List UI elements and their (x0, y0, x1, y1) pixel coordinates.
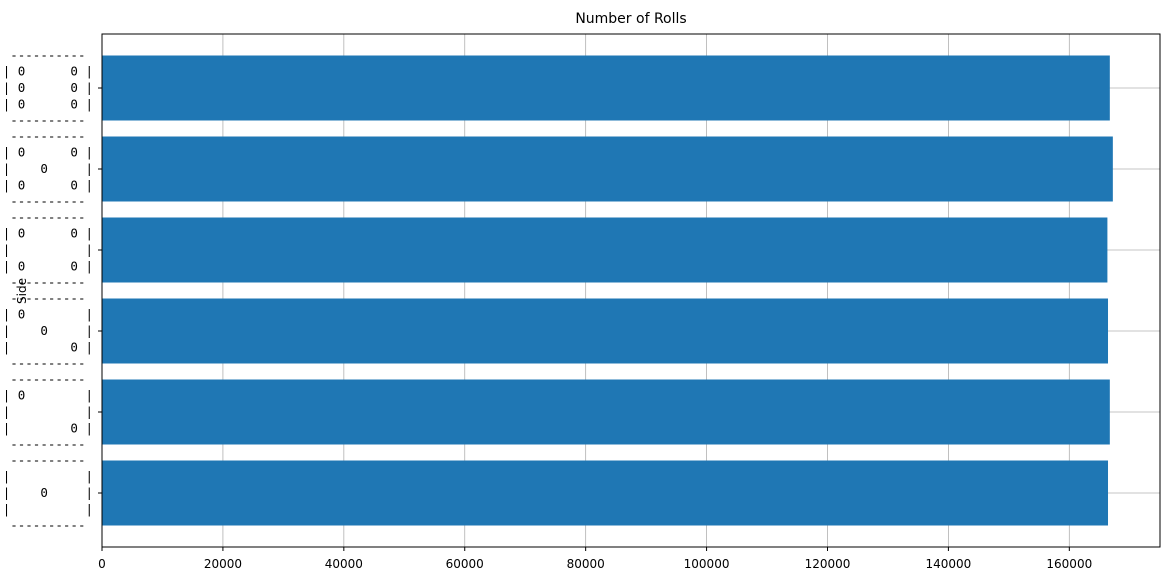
y-tick-label: ---------- | 0 | | 0 | | 0 | ---------- (3, 290, 93, 370)
y-tick-label: ---------- | 0 | | | | 0 | ---------- (3, 371, 93, 451)
y-tick-label-line: | 0 0 | (3, 226, 93, 241)
y-axis-label: Side (15, 278, 29, 304)
bar (102, 298, 1109, 364)
y-tick-label-line: | 0 0 | (3, 258, 93, 273)
y-tick-label: ---------- | | | 0 | | | ---------- (3, 452, 93, 532)
y-tick-label-line: | | (3, 469, 93, 484)
y-tick-label-line: ---------- (3, 128, 93, 143)
y-tick-label-line: ---------- (3, 518, 93, 533)
y-tick-label-line: | 0 0 | (3, 80, 93, 95)
x-tick-label: 20000 (204, 557, 242, 571)
bar (102, 460, 1109, 526)
y-tick-label-line: | 0 0 | (3, 64, 93, 79)
y-tick-label-line: ---------- (3, 452, 93, 467)
x-tick-label: 140000 (925, 557, 971, 571)
chart-title: Number of Rolls (575, 11, 686, 27)
axes-layer (101, 33, 1161, 548)
y-tick-label-line: ---------- (3, 356, 93, 371)
y-tick-label: ---------- | 0 0 | | | | 0 0 | ---------- (3, 209, 93, 289)
y-tick-label-line: ---------- (3, 437, 93, 452)
y-tick-label-line: ---------- (3, 47, 93, 62)
x-tick-label: 160000 (1046, 557, 1092, 571)
bars-layer (102, 55, 1113, 526)
x-tick-label: 60000 (446, 557, 484, 571)
y-tick-label-line: | 0 | (3, 307, 93, 322)
ticks-layer: 0 20000 40000 60000 80000 100000 120000 140000 1… (98, 87, 1092, 571)
y-tick-label-line: ---------- (3, 290, 93, 305)
plot-frame (101, 33, 1161, 548)
category-labels: ---------- | | | 0 | | | ---------- ------… (3, 47, 93, 532)
y-tick-label-line: | 0 | (3, 161, 93, 176)
y-tick-label-line: ---------- (3, 275, 93, 290)
y-tick-label-line: ---------- (3, 194, 93, 209)
x-tick-label: 100000 (684, 557, 730, 571)
y-tick-label-line: ---------- (3, 371, 93, 386)
y-tick-label-line: | 0 0 | (3, 96, 93, 111)
y-tick-label-line: ---------- (3, 113, 93, 128)
x-tick-label: 80000 (567, 557, 605, 571)
y-tick-label-line: | 0 | (3, 339, 93, 354)
y-tick-label: ---------- | 0 0 | | 0 | | 0 0 | ---------… (3, 128, 93, 208)
y-tick-label-line: | 0 | (3, 323, 93, 338)
y-tick-label-line: ---------- (3, 209, 93, 224)
bar (102, 55, 1110, 121)
y-tick-label-line: | 0 | (3, 485, 93, 500)
bar (102, 379, 1110, 445)
x-tick-label: 120000 (805, 557, 851, 571)
y-tick-label-line: | 0 | (3, 420, 93, 435)
y-tick-label-line: | 0 | (3, 388, 93, 403)
y-tick-label-line: | | (3, 501, 93, 516)
x-tick-label: 40000 (325, 557, 363, 571)
bar (102, 217, 1108, 283)
y-tick-label: ---------- | 0 0 | | 0 0 | | 0 0 | -------… (3, 47, 93, 127)
x-tick-label: 0 (98, 557, 106, 571)
y-tick-label-line: | | (3, 242, 93, 257)
y-tick-label-line: | 0 0 | (3, 145, 93, 160)
y-tick-label-line: | | (3, 404, 93, 419)
bar (102, 136, 1113, 202)
y-tick-label-line: | 0 0 | (3, 177, 93, 192)
